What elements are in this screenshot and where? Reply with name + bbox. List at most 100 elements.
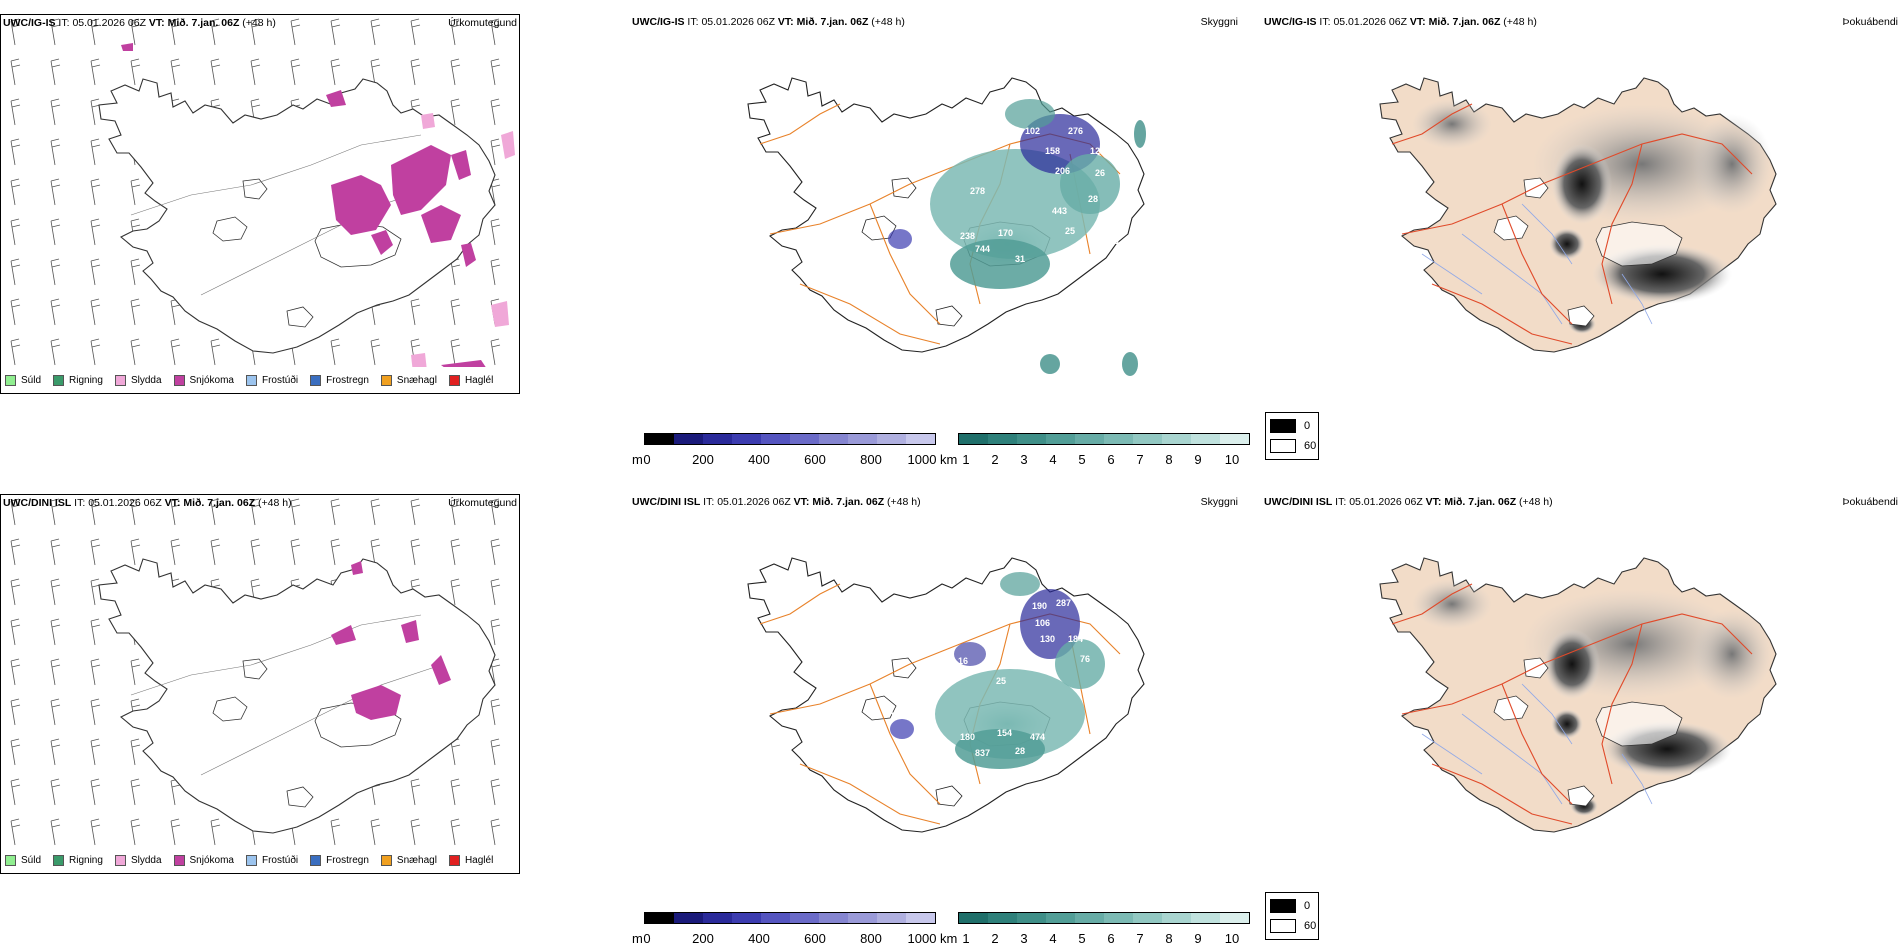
colorbar-tick: 8 [1165, 931, 1173, 946]
height-colorbar-row1: m 0 200 400 600 800 1000 [632, 433, 942, 467]
colorbar-bin [1220, 913, 1249, 923]
panel-title: Skyggni [1200, 496, 1238, 508]
legend-swatch [114, 854, 126, 866]
panel-header: UWC/IG-IS IT: 05.01.2026 06Z VT: Mið. 7.… [3, 17, 276, 29]
colorbar-tick: 10 [1224, 931, 1240, 946]
colorbar-unit: km [940, 452, 958, 467]
panel-header: UWC/DINI ISL IT: 05.01.2026 06Z VT: Mið.… [632, 496, 921, 508]
colorbar-bin [1162, 434, 1191, 444]
colorbar-bin [674, 913, 703, 923]
vis-label: 119 [890, 711, 905, 721]
fog-legend-row2: 0 60 [1265, 892, 1319, 940]
vis-label: 28 [1088, 194, 1098, 204]
fog-legend-swatch [1270, 899, 1296, 913]
colorbar-tick: 800 [860, 931, 882, 946]
legend-swatch [380, 374, 392, 386]
colorbar-bin [1104, 434, 1133, 444]
fog-index-panel-row2: UWC/DINI ISL IT: 05.01.2026 06Z VT: Mið.… [1262, 494, 1900, 874]
colorbar-tick: 8 [1165, 452, 1173, 467]
panel-title: Skyggni [1200, 16, 1238, 28]
colorbar-bin [1046, 434, 1075, 444]
road-network [1391, 583, 1753, 825]
road-network [1391, 103, 1753, 345]
panel-title: Úrkomutegund [448, 17, 517, 29]
panel-header: UWC/IG-IS IT: 05.01.2026 06Z VT: Mið. 7.… [632, 16, 905, 28]
colorbar-bin [790, 434, 819, 444]
colorbar-bin [645, 913, 674, 923]
visibility-panel-row2: 190 287 106 130 184 76 25 119 180 154 47… [630, 494, 1240, 874]
colorbar-bin [761, 434, 790, 444]
visibility-map-row1: 102 276 158 206 123 26 278 28 443 171 23… [747, 77, 1146, 376]
legend-swatch [448, 854, 460, 866]
panel-title: Úrkomutegund [448, 497, 517, 509]
panel-title: Þokuábendi [1842, 16, 1898, 28]
vis-label: 171 [900, 216, 915, 226]
colorbar-bin [645, 434, 674, 444]
legend-swatch [173, 374, 185, 386]
fog-legend-swatch [1270, 439, 1296, 453]
legend-item: Haglél [448, 374, 493, 386]
colorbar-tick: 200 [692, 452, 714, 467]
fog-legend-row1: 0 60 [1265, 412, 1319, 460]
colorbar-bin [877, 913, 906, 923]
colorbar-bin [761, 913, 790, 923]
legend-item: Haglél [448, 854, 493, 866]
colorbar-unit: m [632, 452, 643, 467]
precip-type-panel-row1: UWC/IG-IS IT: 05.01.2026 06Z VT: Mið. 7.… [0, 14, 520, 394]
legend-swatch [173, 854, 185, 866]
colorbar-tick: 2 [991, 931, 999, 946]
panel-title: Þokuábendi [1842, 496, 1898, 508]
visibility-value-labels: 190 287 106 130 184 76 25 119 180 154 47… [890, 598, 1090, 758]
vis-label: 26 [1095, 168, 1105, 178]
vis-label: 474 [1030, 732, 1045, 742]
colorbar-bin [906, 913, 935, 923]
vis-label: 154 [997, 728, 1012, 738]
low-visibility-areas [888, 99, 1146, 376]
colorbar-bin [1133, 913, 1162, 923]
colorbar-bin [732, 434, 761, 444]
colorbar-bin [703, 913, 732, 923]
vis-label: 278 [970, 186, 985, 196]
visibility-panel-row1: 102 276 158 206 123 26 278 28 443 171 23… [630, 14, 1240, 394]
vis-label: 238 [960, 231, 975, 241]
visibility-map-row2: 190 287 106 130 184 76 25 119 180 154 47… [747, 557, 1145, 833]
vis-label: 31 [1015, 254, 1025, 264]
vis-label: 287 [1056, 598, 1071, 608]
snow-areas [331, 561, 451, 720]
visibility-value-labels: 102 276 158 206 123 26 278 28 443 171 23… [900, 126, 1120, 264]
vis-label: 443 [1052, 206, 1067, 216]
colorbar-tick: 1 [962, 452, 970, 467]
colorbar-strip [958, 912, 1250, 924]
fog-legend-label: 0 [1304, 900, 1311, 912]
legend-item: Rigning [53, 374, 103, 386]
panel-header: UWC/DINI ISL IT: 05.01.2026 06Z VT: Mið.… [1264, 496, 1553, 508]
precip-type-map-row1 [1, 15, 519, 393]
colorbar-bin [906, 434, 935, 444]
colorbar-bin [1075, 434, 1104, 444]
legend-swatch [53, 854, 65, 866]
legend-swatch [310, 374, 322, 386]
colorbar-bin [1017, 434, 1046, 444]
panel-header: UWC/DINI ISL IT: 05.01.2026 06Z VT: Mið.… [3, 497, 292, 509]
colorbar-unit: km [940, 931, 958, 946]
legend-item: Frostregn [310, 374, 369, 386]
legend-item: Frostúði [245, 854, 298, 866]
colorbar-tick: 0 [643, 452, 651, 467]
colorbar-tick: 600 [804, 452, 826, 467]
vis-label: 206 [1055, 166, 1070, 176]
legend-swatch [5, 374, 16, 386]
vis-label: 158 [1045, 146, 1060, 156]
colorbar-bin [959, 913, 988, 923]
legend-item: Rigning [53, 854, 103, 866]
vis-label: 16 [958, 656, 968, 666]
colorbar-bin [1017, 913, 1046, 923]
colorbar-tick: 1000 [907, 931, 937, 946]
vis-label: 276 [1068, 126, 1083, 136]
colorbar-bin [1046, 913, 1075, 923]
vis-label: 190 [1032, 601, 1047, 611]
vis-label: 25 [1065, 226, 1075, 236]
vis-label: 130 [1040, 634, 1055, 644]
low-visibility-areas [890, 572, 1105, 769]
vis-label: 744 [975, 244, 990, 254]
colorbar-bin [848, 913, 877, 923]
